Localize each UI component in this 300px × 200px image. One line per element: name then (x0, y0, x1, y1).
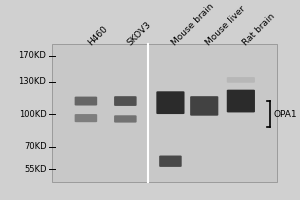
FancyBboxPatch shape (52, 44, 278, 182)
FancyBboxPatch shape (190, 96, 218, 116)
Text: 170KD: 170KD (19, 51, 46, 60)
Text: Rat brain: Rat brain (241, 12, 277, 47)
FancyBboxPatch shape (114, 115, 136, 123)
FancyBboxPatch shape (75, 114, 97, 122)
FancyBboxPatch shape (159, 156, 182, 167)
FancyBboxPatch shape (227, 90, 255, 112)
FancyBboxPatch shape (75, 97, 97, 106)
Text: SKOV3: SKOV3 (125, 20, 153, 47)
Text: Mouse liver: Mouse liver (204, 4, 248, 47)
Text: Mouse brain: Mouse brain (170, 2, 216, 47)
Text: 130KD: 130KD (19, 77, 46, 86)
Text: 70KD: 70KD (24, 142, 46, 151)
FancyBboxPatch shape (227, 77, 255, 83)
FancyBboxPatch shape (156, 91, 184, 114)
FancyBboxPatch shape (114, 96, 136, 106)
Text: 55KD: 55KD (24, 165, 46, 174)
Text: H460: H460 (86, 24, 109, 47)
Text: OPA1: OPA1 (273, 110, 297, 119)
Text: 100KD: 100KD (19, 110, 46, 119)
